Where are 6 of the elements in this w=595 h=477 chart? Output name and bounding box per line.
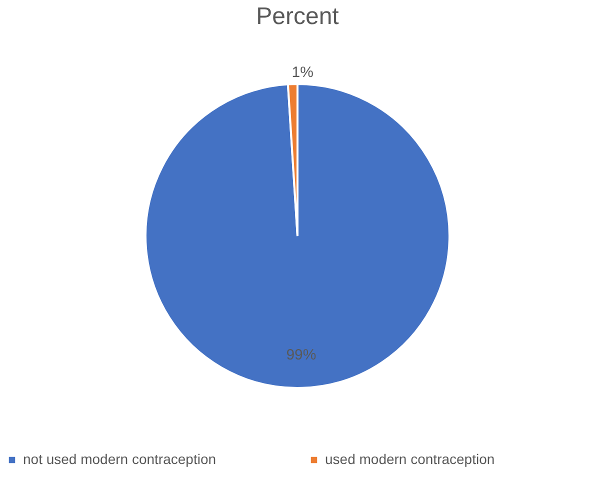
legend-label: not used modern contraception	[23, 451, 216, 467]
legend-label: used modern contraception	[325, 451, 495, 467]
data-label: 1%	[292, 64, 314, 82]
chart-title: Percent	[256, 3, 340, 30]
data-label: 99%	[286, 346, 316, 364]
pie-slice	[144, 83, 450, 389]
